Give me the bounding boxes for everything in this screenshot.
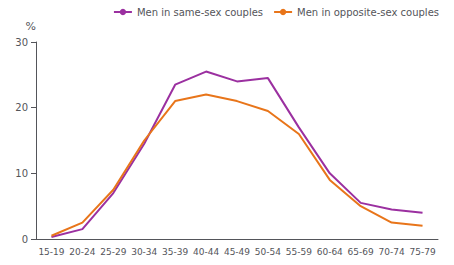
svg-text:Men in opposite-sex couples: Men in opposite-sex couples (297, 7, 439, 18)
svg-text:45-49: 45-49 (224, 247, 250, 257)
svg-text:0: 0 (22, 234, 28, 245)
svg-text:20-24: 20-24 (69, 247, 95, 257)
svg-text:35-39: 35-39 (162, 247, 188, 257)
svg-text:%: % (26, 20, 36, 33)
svg-text:30-34: 30-34 (131, 247, 157, 257)
svg-text:15-19: 15-19 (38, 247, 64, 257)
svg-text:20: 20 (15, 102, 28, 113)
svg-text:50-54: 50-54 (255, 247, 281, 257)
svg-text:75-79: 75-79 (409, 247, 435, 257)
svg-text:40-44: 40-44 (193, 247, 219, 257)
svg-text:25-29: 25-29 (100, 247, 126, 257)
svg-text:70-74: 70-74 (379, 247, 405, 257)
svg-text:10: 10 (15, 168, 28, 179)
svg-text:55-59: 55-59 (286, 247, 312, 257)
svg-text:Men in same-sex couples: Men in same-sex couples (137, 7, 263, 18)
svg-text:30: 30 (15, 37, 28, 48)
svg-text:65-69: 65-69 (348, 247, 374, 257)
svg-text:60-64: 60-64 (317, 247, 343, 257)
